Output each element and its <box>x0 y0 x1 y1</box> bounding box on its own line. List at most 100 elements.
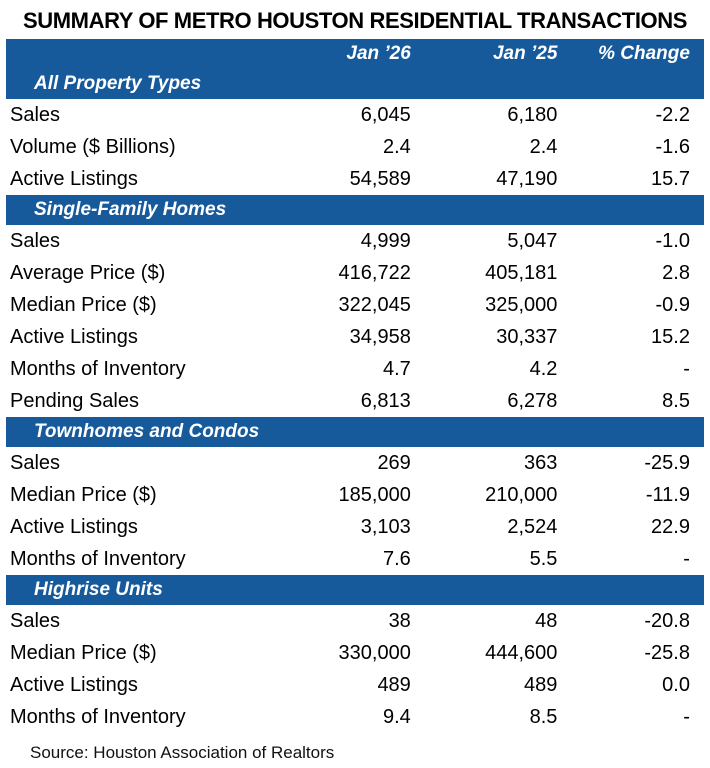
value-jan25: 444,600 <box>485 641 558 664</box>
row-label: Pending Sales <box>10 389 139 412</box>
table-row: Active Listings 3,103 2,524 22.9 <box>6 511 704 543</box>
value-jan25: 30,337 <box>496 325 558 348</box>
section-header-single-family-homes: Single-Family Homes <box>6 195 704 225</box>
value-jan25: 8.5 <box>529 705 558 728</box>
value-pct-change: -25.8 <box>644 641 690 664</box>
table-row: Median Price ($) 322,045 325,000 -0.9 <box>6 289 704 321</box>
value-pct-change: 22.9 <box>651 515 690 538</box>
value-jan26: 322,045 <box>338 293 411 316</box>
section-header-label: Single-Family Homes <box>34 199 227 220</box>
table-row: Sales 38 48 -20.8 <box>6 605 704 637</box>
row-label: Months of Inventory <box>10 705 186 728</box>
row-label: Sales <box>10 451 61 474</box>
section-header-label: Highrise Units <box>34 579 163 600</box>
column-header-jan25: Jan ’25 <box>492 43 558 64</box>
table-row: Active Listings 489 489 0.0 <box>6 669 704 701</box>
section-header-label: Townhomes and Condos <box>34 421 260 442</box>
value-jan26: 489 <box>377 673 411 696</box>
table-row: Months of Inventory 9.4 8.5 - <box>6 701 704 733</box>
value-jan26: 9.4 <box>383 705 411 728</box>
value-jan25: 489 <box>524 673 558 696</box>
table-row: Months of Inventory 7.6 5.5 - <box>6 543 704 575</box>
table-row: Sales 4,999 5,047 -1.0 <box>6 225 704 257</box>
value-pct-change: -1.6 <box>655 135 690 158</box>
value-pct-change: -0.9 <box>655 293 690 316</box>
value-pct-change: - <box>683 357 690 380</box>
table-row: Average Price ($) 416,722 405,181 2.8 <box>6 257 704 289</box>
column-header-row: Jan ’26 Jan ’25 % Change <box>6 39 704 69</box>
value-pct-change: 15.7 <box>651 167 690 190</box>
value-pct-change: -20.8 <box>644 609 690 632</box>
value-jan26: 269 <box>377 451 411 474</box>
value-jan26: 416,722 <box>338 261 411 284</box>
row-label: Median Price ($) <box>10 293 157 316</box>
value-jan25: 2.4 <box>529 135 558 158</box>
value-jan25: 325,000 <box>485 293 558 316</box>
value-pct-change: -11.9 <box>645 483 690 506</box>
row-label: Median Price ($) <box>10 483 157 506</box>
section-header-all-property-types: All Property Types <box>6 69 704 99</box>
table-row: Pending Sales 6,813 6,278 8.5 <box>6 385 704 417</box>
row-label: Active Listings <box>10 673 138 696</box>
value-pct-change: -2.2 <box>655 103 690 126</box>
value-jan25: 2,524 <box>507 515 558 538</box>
table-row: Median Price ($) 185,000 210,000 -11.9 <box>6 479 704 511</box>
source-note: Source: Houston Association of Realtors <box>30 743 335 762</box>
row-label: Active Listings <box>10 515 138 538</box>
value-jan26: 34,958 <box>349 325 411 348</box>
value-jan26: 54,589 <box>349 167 411 190</box>
value-jan25: 6,180 <box>507 103 558 126</box>
column-header-jan26: Jan ’26 <box>346 43 411 64</box>
row-label: Active Listings <box>10 167 138 190</box>
row-label: Months of Inventory <box>10 547 186 570</box>
value-jan26: 4.7 <box>383 357 411 380</box>
value-pct-change: 0.0 <box>662 673 690 696</box>
table-row: Volume ($ Billions) 2.4 2.4 -1.6 <box>6 131 704 163</box>
row-label: Months of Inventory <box>10 357 186 380</box>
page-title: SUMMARY OF METRO HOUSTON RESIDENTIAL TRA… <box>22 8 688 33</box>
value-jan26: 38 <box>388 609 411 632</box>
value-jan25: 4.2 <box>529 357 558 380</box>
row-label: Sales <box>10 229 61 252</box>
value-pct-change: - <box>683 705 690 728</box>
section-header-highrise-units: Highrise Units <box>6 575 704 605</box>
value-pct-change: - <box>683 547 690 570</box>
value-jan25: 48 <box>535 609 558 632</box>
value-pct-change: 15.2 <box>651 325 690 348</box>
row-label: Sales <box>10 103 61 126</box>
row-label: Active Listings <box>10 325 138 348</box>
table-body: All Property Types Sales 6,045 6,180 -2.2 Vol… <box>6 69 704 733</box>
table-row: Months of Inventory 4.7 4.2 - <box>6 353 704 385</box>
value-jan25: 405,181 <box>485 261 558 284</box>
value-jan26: 4,999 <box>360 229 411 252</box>
value-jan25: 210,000 <box>485 483 558 506</box>
value-pct-change: -25.9 <box>644 451 690 474</box>
table-row: Active Listings 34,958 30,337 15.2 <box>6 321 704 353</box>
value-jan26: 6,045 <box>360 103 411 126</box>
value-jan25: 47,190 <box>496 167 558 190</box>
value-jan25: 5.5 <box>529 547 558 570</box>
value-jan25: 363 <box>524 451 558 474</box>
value-jan26: 3,103 <box>360 515 411 538</box>
section-header-townhomes-and-condos: Townhomes and Condos <box>6 417 704 447</box>
table-row: Active Listings 54,589 47,190 15.7 <box>6 163 704 195</box>
value-pct-change: 2.8 <box>662 261 690 284</box>
value-jan25: 5,047 <box>507 229 558 252</box>
value-jan26: 2.4 <box>383 135 411 158</box>
summary-table: Jan ’26 Jan ’25 % Change All Property Ty… <box>6 39 704 733</box>
value-jan26: 185,000 <box>338 483 411 506</box>
section-header-label: All Property Types <box>34 73 202 94</box>
table-row: Median Price ($) 330,000 444,600 -25.8 <box>6 637 704 669</box>
row-label: Volume ($ Billions) <box>10 135 176 158</box>
value-jan26: 6,813 <box>360 389 411 412</box>
table-row: Sales 6,045 6,180 -2.2 <box>6 99 704 131</box>
row-label: Median Price ($) <box>10 641 157 664</box>
row-label: Average Price ($) <box>10 261 166 284</box>
value-jan26: 7.6 <box>383 547 411 570</box>
value-pct-change: 8.5 <box>662 389 690 412</box>
column-header-pct-change: % Change <box>598 43 690 64</box>
row-label: Sales <box>10 609 61 632</box>
value-jan26: 330,000 <box>338 641 411 664</box>
value-pct-change: -1.0 <box>655 229 690 252</box>
